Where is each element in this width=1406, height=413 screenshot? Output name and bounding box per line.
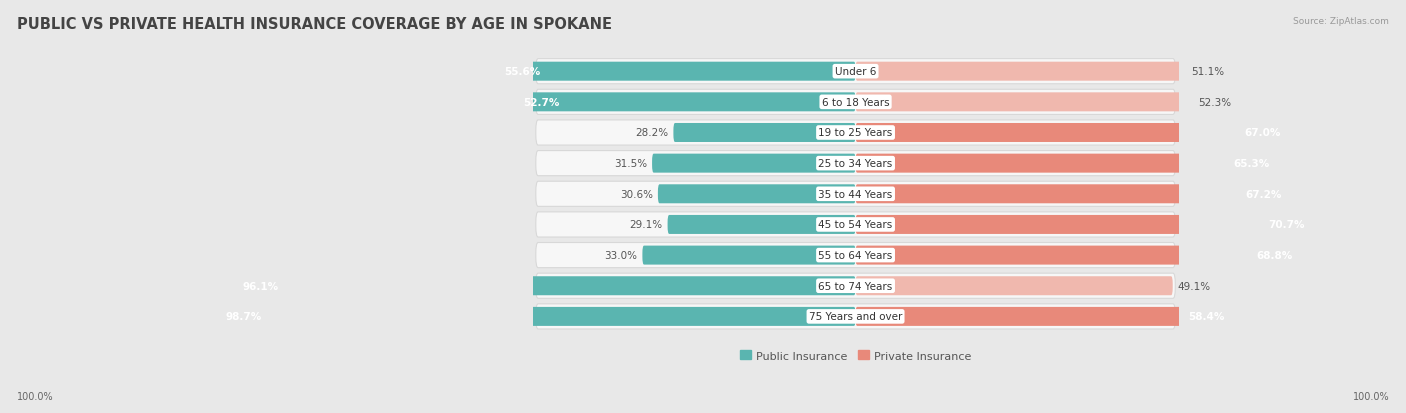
Text: 33.0%: 33.0% xyxy=(605,251,637,261)
FancyBboxPatch shape xyxy=(668,216,855,234)
Text: 98.7%: 98.7% xyxy=(226,312,262,322)
FancyBboxPatch shape xyxy=(855,93,1194,112)
Text: 75 Years and over: 75 Years and over xyxy=(808,312,903,322)
FancyBboxPatch shape xyxy=(643,246,855,265)
Text: 55.6%: 55.6% xyxy=(505,67,540,77)
Text: 52.7%: 52.7% xyxy=(523,97,560,107)
FancyBboxPatch shape xyxy=(855,123,1288,142)
Text: 70.7%: 70.7% xyxy=(1268,220,1305,230)
Legend: Public Insurance, Private Insurance: Public Insurance, Private Insurance xyxy=(735,346,976,365)
FancyBboxPatch shape xyxy=(855,62,1185,81)
FancyBboxPatch shape xyxy=(652,154,855,173)
Text: 31.5%: 31.5% xyxy=(614,159,647,169)
FancyBboxPatch shape xyxy=(536,273,1175,299)
Text: Under 6: Under 6 xyxy=(835,67,876,77)
FancyBboxPatch shape xyxy=(536,151,1175,176)
FancyBboxPatch shape xyxy=(218,307,855,326)
FancyBboxPatch shape xyxy=(855,185,1289,204)
FancyBboxPatch shape xyxy=(496,62,855,81)
FancyBboxPatch shape xyxy=(658,185,855,204)
FancyBboxPatch shape xyxy=(536,304,1175,329)
FancyBboxPatch shape xyxy=(855,277,1173,296)
Text: 100.0%: 100.0% xyxy=(1353,391,1389,401)
Text: 49.1%: 49.1% xyxy=(1178,281,1211,291)
FancyBboxPatch shape xyxy=(855,246,1301,265)
Text: Source: ZipAtlas.com: Source: ZipAtlas.com xyxy=(1294,17,1389,26)
FancyBboxPatch shape xyxy=(536,182,1175,207)
Text: 65 to 74 Years: 65 to 74 Years xyxy=(818,281,893,291)
Text: 30.6%: 30.6% xyxy=(620,189,652,199)
Text: 68.8%: 68.8% xyxy=(1256,251,1292,261)
Text: 28.2%: 28.2% xyxy=(636,128,668,138)
Text: PUBLIC VS PRIVATE HEALTH INSURANCE COVERAGE BY AGE IN SPOKANE: PUBLIC VS PRIVATE HEALTH INSURANCE COVER… xyxy=(17,17,612,31)
FancyBboxPatch shape xyxy=(673,123,855,142)
Text: 6 to 18 Years: 6 to 18 Years xyxy=(821,97,890,107)
Text: 25 to 34 Years: 25 to 34 Years xyxy=(818,159,893,169)
FancyBboxPatch shape xyxy=(855,307,1233,326)
FancyBboxPatch shape xyxy=(536,243,1175,268)
Text: 100.0%: 100.0% xyxy=(17,391,53,401)
FancyBboxPatch shape xyxy=(536,212,1175,237)
FancyBboxPatch shape xyxy=(235,277,855,296)
Text: 58.4%: 58.4% xyxy=(1188,312,1225,322)
Text: 45 to 54 Years: 45 to 54 Years xyxy=(818,220,893,230)
Text: 19 to 25 Years: 19 to 25 Years xyxy=(818,128,893,138)
FancyBboxPatch shape xyxy=(536,90,1175,115)
Text: 65.3%: 65.3% xyxy=(1233,159,1270,169)
FancyBboxPatch shape xyxy=(536,121,1175,146)
Text: 55 to 64 Years: 55 to 64 Years xyxy=(818,251,893,261)
Text: 96.1%: 96.1% xyxy=(243,281,278,291)
FancyBboxPatch shape xyxy=(515,93,855,112)
FancyBboxPatch shape xyxy=(855,154,1277,173)
Text: 35 to 44 Years: 35 to 44 Years xyxy=(818,189,893,199)
Text: 29.1%: 29.1% xyxy=(630,220,662,230)
FancyBboxPatch shape xyxy=(855,216,1312,234)
Text: 67.0%: 67.0% xyxy=(1244,128,1281,138)
Text: 52.3%: 52.3% xyxy=(1198,97,1232,107)
Text: 51.1%: 51.1% xyxy=(1191,67,1223,77)
Text: 67.2%: 67.2% xyxy=(1246,189,1282,199)
FancyBboxPatch shape xyxy=(536,59,1175,85)
